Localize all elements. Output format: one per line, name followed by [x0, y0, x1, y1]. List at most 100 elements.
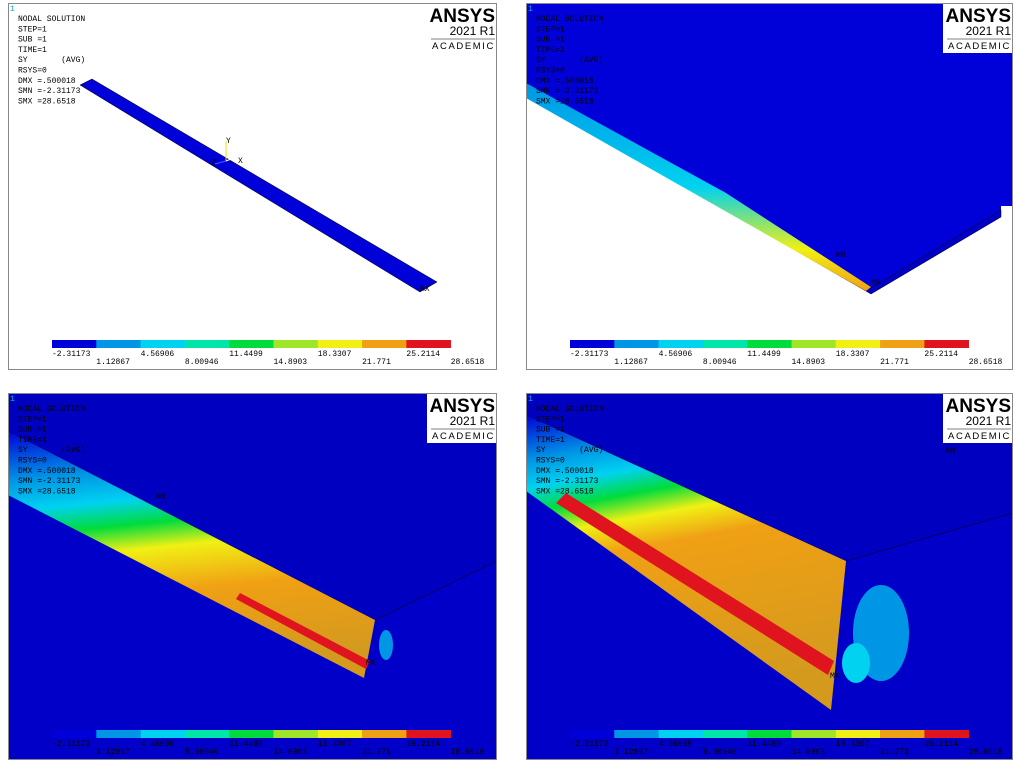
- legend-swatch: [792, 730, 837, 738]
- info-line: SMN =-2.31173: [18, 477, 81, 486]
- legend-label: 25.2114: [924, 350, 958, 359]
- info-line: TIME=1: [18, 46, 47, 55]
- legend-label: 1.12867: [614, 358, 648, 367]
- info-line: SMX =28.6518: [536, 487, 594, 496]
- legend-swatch: [52, 730, 97, 738]
- legend-swatch: [318, 340, 363, 348]
- legend-label: 4.56906: [141, 350, 175, 359]
- legend-swatch: [185, 340, 230, 348]
- info-line: SMN =-2.31173: [18, 87, 81, 96]
- legend-label: 1.12867: [614, 748, 648, 757]
- corner-label: 1: [528, 395, 533, 404]
- info-line: RSYS=0: [18, 457, 47, 466]
- logo-edition: ACADEMIC: [948, 41, 1011, 52]
- corner-label: 1: [528, 5, 533, 14]
- legend-label: 4.56906: [141, 740, 175, 749]
- legend-label: 14.8903: [792, 358, 826, 367]
- legend-label: 8.00946: [185, 358, 219, 367]
- info-line: SMN =-2.31173: [536, 87, 599, 96]
- marker-label: MN: [156, 493, 166, 502]
- stress-spot: [842, 643, 870, 683]
- info-line: NODAL SOLUTION: [536, 15, 603, 24]
- legend-swatch: [792, 340, 837, 348]
- legend-swatch: [703, 730, 748, 738]
- info-line: SMX =28.6518: [18, 97, 76, 106]
- legend-label: 11.4499: [747, 350, 781, 359]
- legend-label: 25.2114: [406, 350, 440, 359]
- legend-swatch: [614, 340, 659, 348]
- legend-swatch: [185, 730, 230, 738]
- info-line: TIME=1: [536, 46, 565, 55]
- legend-swatch: [229, 730, 274, 738]
- legend-swatch: [406, 340, 451, 348]
- legend-label: 21.771: [362, 748, 391, 757]
- legend-swatch: [747, 340, 792, 348]
- result-panel: 1NODAL SOLUTIONSTEP=1SUB =1TIME=1SY (AVG…: [526, 393, 1013, 760]
- info-line: NODAL SOLUTION: [18, 15, 85, 24]
- legend-label: 14.8903: [274, 358, 308, 367]
- legend-swatch: [747, 730, 792, 738]
- legend-swatch: [318, 730, 363, 738]
- legend-label: -2.31173: [570, 740, 609, 749]
- legend-label: 21.771: [880, 748, 909, 757]
- legend-swatch: [52, 340, 97, 348]
- legend-swatch: [659, 340, 704, 348]
- marker-label: MN: [836, 251, 846, 260]
- corner-label: 1: [10, 395, 15, 404]
- stress-spot: [379, 630, 393, 660]
- legend-label: 14.8903: [792, 748, 826, 757]
- legend-label: 11.4499: [229, 740, 263, 749]
- info-line: DMX =.500018: [536, 467, 594, 476]
- legend-label: 11.4499: [747, 740, 781, 749]
- legend-label: 18.3307: [836, 350, 870, 359]
- legend-label: 8.00946: [703, 748, 737, 757]
- page: {"panels": [ {"corner_label": "1", "info…: [0, 0, 1015, 761]
- legend-swatch: [836, 730, 881, 738]
- marker-label: MN: [946, 447, 956, 456]
- legend-swatch: [141, 730, 186, 738]
- screen: 1NODAL SOLUTIONSTEP=1SUB =1TIME=1SY (AVG…: [0, 0, 1015, 761]
- legend-swatch: [880, 730, 925, 738]
- marker-label: Y: [226, 137, 231, 146]
- marker-label: MX: [366, 659, 376, 668]
- legend-label: 28.6518: [451, 748, 485, 757]
- legend-swatch: [96, 730, 141, 738]
- legend-label: 4.56906: [659, 350, 693, 359]
- info-line: STEP=1: [18, 25, 47, 34]
- info-line: SMX =28.6518: [18, 487, 76, 496]
- info-line: STEP=1: [536, 25, 565, 34]
- info-line: DMX =.500018: [18, 467, 76, 476]
- legend-swatch: [836, 340, 881, 348]
- legend-swatch: [96, 340, 141, 348]
- logo-version: 2021 R1: [450, 414, 496, 428]
- legend-label: 1.12867: [96, 358, 130, 367]
- legend-swatch: [229, 340, 274, 348]
- legend-label: 28.6518: [451, 358, 485, 367]
- legend-label: 8.00946: [185, 748, 219, 757]
- legend-label: 25.2114: [406, 740, 440, 749]
- legend-label: 28.6518: [969, 748, 1003, 757]
- legend-label: 18.3307: [318, 350, 352, 359]
- legend-label: -2.31173: [52, 350, 91, 359]
- info-line: RSYS=0: [18, 67, 47, 76]
- legend-label: 25.2114: [924, 740, 958, 749]
- marker-label: MX: [830, 672, 840, 681]
- legend-swatch: [614, 730, 659, 738]
- info-line: NODAL SOLUTION: [536, 405, 603, 414]
- legend-label: 14.8903: [274, 748, 308, 757]
- legend-label: 21.771: [880, 358, 909, 367]
- info-line: NODAL SOLUTION: [18, 405, 85, 414]
- logo-version: 2021 R1: [966, 414, 1012, 428]
- info-line: DMX =.500018: [18, 77, 76, 86]
- info-line: SY (AVG): [18, 446, 85, 455]
- legend-swatch: [362, 340, 407, 348]
- info-line: SY (AVG): [536, 56, 603, 65]
- info-line: RSYS=0: [536, 67, 565, 76]
- info-line: SMX =28.6518: [536, 97, 594, 106]
- legend-swatch: [924, 730, 969, 738]
- legend-label: 18.3307: [836, 740, 870, 749]
- legend-swatch: [274, 340, 319, 348]
- logo-version: 2021 R1: [966, 24, 1012, 38]
- info-line: TIME=1: [18, 436, 47, 445]
